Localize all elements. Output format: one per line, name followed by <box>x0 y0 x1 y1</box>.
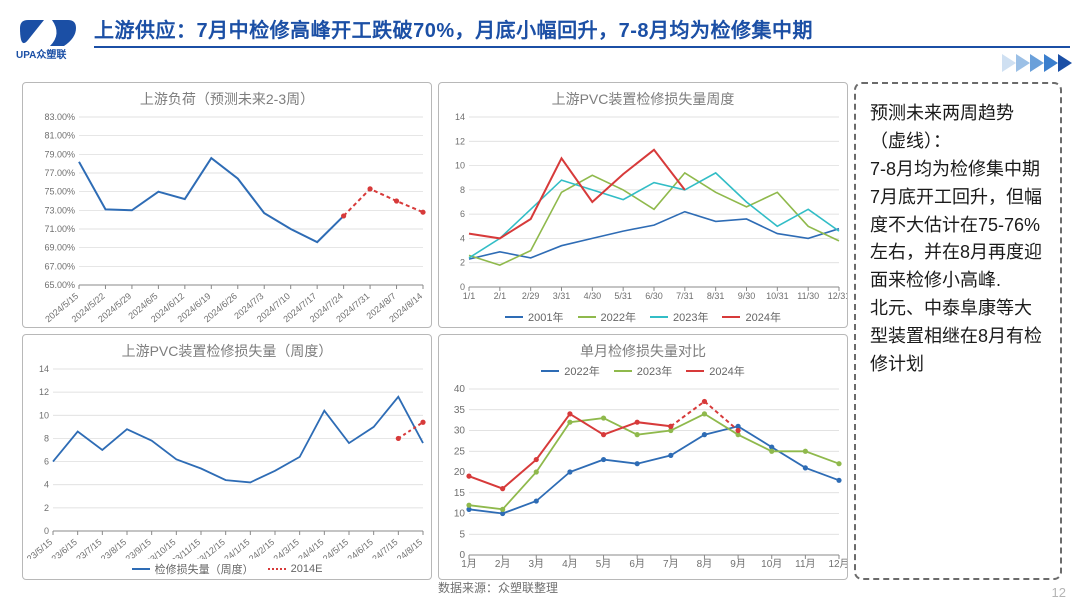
svg-text:12月: 12月 <box>828 558 847 570</box>
svg-text:67.00%: 67.00% <box>44 261 75 271</box>
legend-item: 2024年 <box>745 309 780 325</box>
svg-text:2: 2 <box>44 503 49 513</box>
svg-text:12/31: 12/31 <box>828 291 847 301</box>
sidebar-note-text: 预测未来两周趋势（虚线）：7-8月均为检修集中期7月底开工回升，但幅度不大估计在… <box>870 100 1046 379</box>
chart-c2-title: 上游PVC装置检修损失量周度 <box>439 83 847 111</box>
svg-text:35: 35 <box>454 405 466 416</box>
page-title: 上游供应：7月中检修高峰开工跌破70%，月底小幅回升，7-8月均为检修集中期 <box>94 14 813 43</box>
svg-text:81.00%: 81.00% <box>44 131 75 141</box>
chart-c1-title: 上游负荷（预测未来2-3周） <box>23 83 431 111</box>
svg-text:4月: 4月 <box>562 558 578 570</box>
svg-text:6: 6 <box>460 209 465 219</box>
svg-text:14: 14 <box>455 112 465 122</box>
chart-c3-title: 上游PVC装置检修损失量（周度） <box>23 335 431 363</box>
svg-text:10/31: 10/31 <box>766 291 789 301</box>
svg-text:2月: 2月 <box>495 558 511 570</box>
svg-text:10: 10 <box>39 410 49 420</box>
svg-text:20: 20 <box>454 467 466 478</box>
chart-c2-panel: 上游PVC装置检修损失量周度 024681012141/12/12/293/31… <box>438 82 848 328</box>
svg-text:8: 8 <box>44 433 49 443</box>
legend-item: 2014E <box>291 563 323 575</box>
svg-text:10: 10 <box>455 161 465 171</box>
chart-c4: 05101520253035401月2月3月4月5月6月7月8月9月10月11月… <box>439 383 847 575</box>
legend-item: 2022年 <box>564 363 599 379</box>
slide-page: UPA众塑联 上游供应：7月中检修高峰开工跌破70%，月底小幅回升，7-8月均为… <box>0 0 1080 608</box>
svg-text:4: 4 <box>460 233 465 243</box>
svg-text:14: 14 <box>39 364 49 374</box>
svg-text:3/31: 3/31 <box>553 291 571 301</box>
svg-text:8/31: 8/31 <box>707 291 725 301</box>
svg-text:75.00%: 75.00% <box>44 187 75 197</box>
svg-text:6月: 6月 <box>629 558 645 570</box>
chart-c1: 65.00% 67.00% 69.00% 71.00% 73.00% 75.00% 77.0… <box>23 111 431 325</box>
charts-grid: 上游负荷（预测未来2-3周） 65.00% 67.00% 69.00% 71.00% 7… <box>22 82 848 580</box>
svg-text:UPA众塑联: UPA众塑联 <box>16 48 66 60</box>
chart-c2-legend: 2001年 2022年 2023年 2024年 <box>439 307 847 328</box>
svg-text:1月: 1月 <box>461 558 477 570</box>
svg-text:71.00%: 71.00% <box>44 224 75 234</box>
chart-c4-title: 单月检修损失量对比 <box>439 335 847 363</box>
svg-text:9月: 9月 <box>730 558 746 570</box>
svg-text:11月: 11月 <box>795 558 815 570</box>
header: UPA众塑联 上游供应：7月中检修高峰开工跌破70%，月底小幅回升，7-8月均为… <box>0 0 1080 68</box>
chart-c4-panel: 单月检修损失量对比 2022年 2023年 2024年 051015202530… <box>438 334 848 580</box>
svg-text:30: 30 <box>454 426 466 437</box>
svg-text:5: 5 <box>459 529 465 540</box>
chart-c2: 024681012141/12/12/293/314/305/316/307/3… <box>439 111 847 307</box>
page-title-text: 上游供应：7月中检修高峰开工跌破70%，月底小幅回升，7-8月均为检修集中期 <box>94 20 813 42</box>
legend-item: 2001年 <box>528 309 563 325</box>
chart-c1-panel: 上游负荷（预测未来2-3周） 65.00% 67.00% 69.00% 71.00% 7… <box>22 82 432 328</box>
svg-text:2/29: 2/29 <box>522 291 540 301</box>
chart-c3-panel: 上游PVC装置检修损失量（周度） 0246810121423/5/1523/6/… <box>22 334 432 580</box>
legend-item: 2023年 <box>673 309 708 325</box>
svg-text:10: 10 <box>454 509 466 520</box>
svg-text:12: 12 <box>455 136 465 146</box>
svg-text:65.00%: 65.00% <box>44 280 75 290</box>
svg-text:25: 25 <box>454 446 466 457</box>
svg-text:3月: 3月 <box>528 558 544 570</box>
svg-text:8月: 8月 <box>697 558 713 570</box>
svg-text:15: 15 <box>454 488 466 499</box>
brand-logo: UPA众塑联 <box>14 18 84 60</box>
footer-source: 数据来源：众塑联整理 <box>438 579 558 596</box>
legend-item: 2023年 <box>637 363 672 379</box>
svg-text:40: 40 <box>454 384 466 395</box>
svg-text:12: 12 <box>39 387 49 397</box>
svg-text:8: 8 <box>460 185 465 195</box>
svg-text:6/30: 6/30 <box>645 291 663 301</box>
svg-text:10月: 10月 <box>761 558 782 570</box>
svg-text:5月: 5月 <box>596 558 612 570</box>
svg-text:83.00%: 83.00% <box>44 112 75 122</box>
svg-text:1/1: 1/1 <box>463 291 476 301</box>
chevron-decor-icon <box>1002 54 1072 77</box>
chart-c4-legend: 2022年 2023年 2024年 <box>439 363 847 383</box>
chart-c3: 0246810121423/5/1523/6/1523/7/1523/8/152… <box>23 363 431 559</box>
svg-text:7月: 7月 <box>663 558 679 570</box>
svg-text:4: 4 <box>44 480 49 490</box>
title-underline <box>94 46 1070 48</box>
svg-text:2: 2 <box>460 258 465 268</box>
svg-text:2/1: 2/1 <box>494 291 507 301</box>
svg-text:79.00%: 79.00% <box>44 149 75 159</box>
svg-text:7/31: 7/31 <box>676 291 694 301</box>
svg-text:73.00%: 73.00% <box>44 205 75 215</box>
chart-c3-legend: 检修损失量（周度） 2014E <box>23 559 431 580</box>
svg-text:24/8/15: 24/8/15 <box>395 537 424 559</box>
svg-text:6: 6 <box>44 457 49 467</box>
page-number: 12 <box>1052 585 1066 600</box>
legend-item: 检修损失量（周度） <box>155 561 254 577</box>
svg-text:9/30: 9/30 <box>738 291 756 301</box>
svg-text:5/31: 5/31 <box>614 291 632 301</box>
svg-text:77.00%: 77.00% <box>44 168 75 178</box>
sidebar-note: 预测未来两周趋势（虚线）：7-8月均为检修集中期7月底开工回升，但幅度不大估计在… <box>854 82 1062 580</box>
svg-text:69.00%: 69.00% <box>44 243 75 253</box>
svg-text:11/30: 11/30 <box>797 291 819 301</box>
svg-text:0: 0 <box>44 526 49 536</box>
legend-item: 2022年 <box>601 309 636 325</box>
legend-item: 2024年 <box>709 363 744 379</box>
svg-text:4/30: 4/30 <box>584 291 602 301</box>
